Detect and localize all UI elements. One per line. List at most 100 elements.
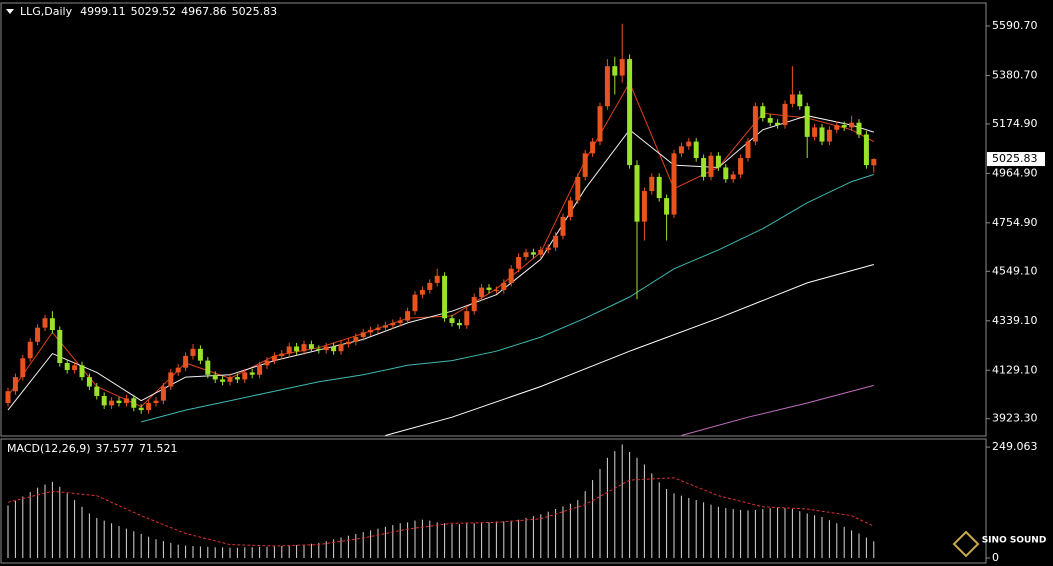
candle-body bbox=[72, 365, 78, 371]
candle-body bbox=[190, 348, 196, 356]
candle-body bbox=[567, 200, 573, 217]
candle-body bbox=[493, 289, 499, 291]
candle-body bbox=[316, 348, 322, 351]
candle-body bbox=[101, 395, 107, 406]
candle-body bbox=[86, 377, 92, 387]
logo: SINO SOUND bbox=[952, 530, 1046, 558]
candle-body bbox=[131, 398, 137, 408]
candle-body bbox=[368, 330, 374, 333]
candle-body bbox=[42, 318, 48, 328]
macd-header: MACD(12,26,9) 37.577 71.521 bbox=[7, 442, 178, 455]
y-tick-label: 0 bbox=[992, 551, 999, 564]
candle-body bbox=[397, 320, 403, 323]
candle-body bbox=[523, 252, 529, 257]
logo-mark bbox=[952, 530, 980, 558]
candle-body bbox=[560, 216, 566, 236]
candle-body bbox=[656, 176, 662, 199]
candle-body bbox=[360, 332, 366, 338]
candle-body bbox=[612, 66, 618, 76]
candle-body bbox=[508, 268, 514, 283]
candle-body bbox=[390, 322, 396, 326]
candle-body bbox=[160, 386, 166, 401]
candle-body bbox=[116, 400, 122, 404]
candle-body bbox=[501, 282, 507, 290]
candle-body bbox=[775, 122, 781, 126]
candle-body bbox=[708, 155, 714, 177]
candle-body bbox=[109, 400, 115, 406]
candle-body bbox=[382, 325, 388, 328]
candle-body bbox=[693, 141, 699, 159]
candle-body bbox=[294, 346, 300, 352]
candle-body bbox=[279, 353, 285, 356]
candle-body bbox=[767, 118, 773, 123]
candle-body bbox=[27, 341, 33, 359]
candle-body bbox=[834, 125, 840, 130]
y-tick-label: 3923.30 bbox=[992, 412, 1038, 425]
candle-body bbox=[412, 294, 418, 312]
candle-body bbox=[323, 346, 329, 351]
y-tick-label: 4339.10 bbox=[992, 314, 1038, 327]
candle-body bbox=[175, 367, 181, 373]
candle-body bbox=[449, 318, 455, 323]
y-tick-label: 249.063 bbox=[992, 440, 1038, 453]
candle-body bbox=[220, 379, 226, 382]
candle-body bbox=[752, 106, 758, 142]
candle-body bbox=[257, 365, 263, 375]
candle-body bbox=[486, 287, 492, 290]
candle-body bbox=[153, 400, 159, 404]
candle-body bbox=[871, 159, 877, 166]
header: LLG,Daily 4999.11 5029.52 4967.86 5025.83 bbox=[20, 5, 277, 18]
candle-body bbox=[35, 327, 41, 342]
signal-value: 71.521 bbox=[139, 442, 178, 455]
candle-body bbox=[301, 344, 307, 352]
macd-value: 37.577 bbox=[96, 442, 135, 455]
signal-line bbox=[7, 477, 875, 547]
symbol: LLG,Daily bbox=[20, 5, 73, 18]
y-tick-label: 4754.90 bbox=[992, 216, 1038, 229]
candle-body bbox=[819, 127, 825, 142]
candle-body bbox=[138, 407, 144, 411]
candle-body bbox=[212, 374, 218, 380]
candle-body bbox=[590, 141, 596, 154]
candle-body bbox=[701, 158, 707, 177]
candle-body bbox=[804, 106, 810, 137]
open-value: 4999.11 bbox=[80, 5, 126, 18]
candle-body bbox=[597, 106, 603, 142]
candle-body bbox=[434, 275, 440, 283]
candle-body bbox=[634, 165, 640, 222]
high-value: 5029.52 bbox=[131, 5, 177, 18]
candle-body bbox=[664, 198, 670, 215]
current-price-box bbox=[987, 152, 1045, 167]
candle-body bbox=[353, 337, 359, 342]
y-tick-label: 5590.70 bbox=[992, 19, 1038, 32]
candle-body bbox=[582, 153, 588, 177]
candle-body bbox=[94, 386, 100, 396]
candle-body bbox=[271, 355, 277, 361]
candle-body bbox=[419, 289, 425, 295]
candle-body bbox=[782, 103, 788, 126]
candle-body bbox=[856, 122, 862, 135]
candle-body bbox=[745, 141, 751, 159]
candle-body bbox=[183, 355, 189, 368]
moving-average bbox=[385, 264, 874, 436]
candle-body bbox=[5, 391, 11, 404]
candle-body bbox=[205, 360, 211, 375]
candle-body bbox=[812, 127, 818, 137]
candle-body bbox=[286, 346, 292, 354]
candle-body bbox=[545, 247, 551, 250]
candle-body bbox=[442, 275, 448, 319]
candle-body bbox=[249, 372, 255, 375]
candle-body bbox=[49, 318, 55, 331]
y-tick-label: 4129.10 bbox=[992, 363, 1038, 376]
current-price-label: 5025.83 bbox=[992, 152, 1038, 165]
macd-panel-border bbox=[0, 438, 987, 564]
candle-body bbox=[375, 327, 381, 331]
candle-body bbox=[738, 158, 744, 175]
candle-body bbox=[79, 365, 85, 378]
candle-body bbox=[123, 398, 129, 404]
moving-average bbox=[141, 174, 874, 423]
candle-body bbox=[331, 346, 337, 352]
price-panel-border bbox=[0, 2, 987, 437]
